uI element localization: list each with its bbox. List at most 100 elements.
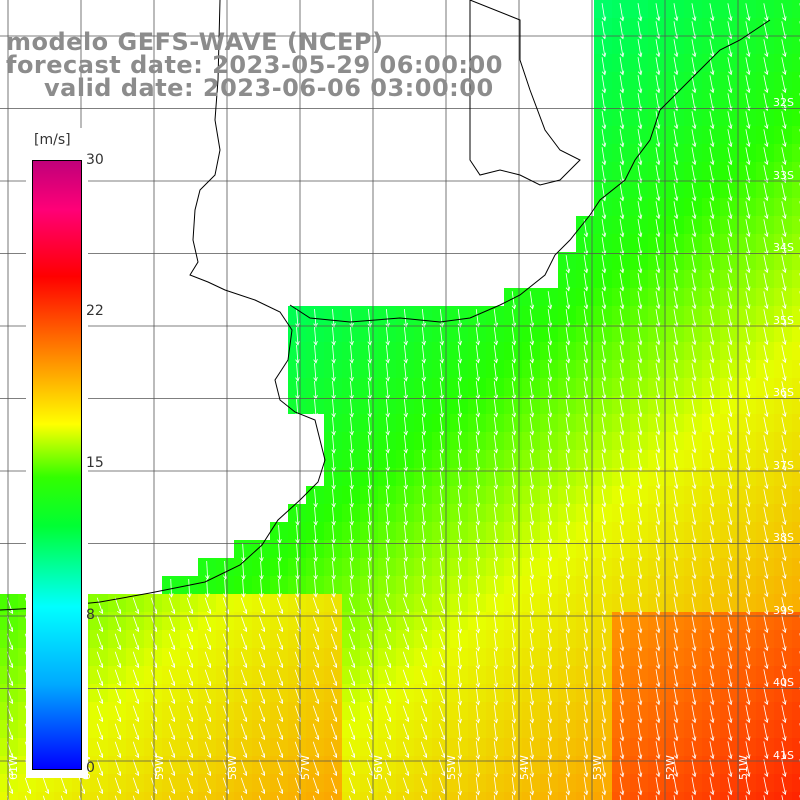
wind-arrow-head xyxy=(728,340,733,346)
wind-arrow-head xyxy=(746,358,751,364)
wind-arrow xyxy=(96,633,103,650)
wind-speed-cell xyxy=(594,792,612,800)
wind-arrow xyxy=(114,633,121,650)
wind-arrow-head xyxy=(710,754,715,760)
wind-arrow xyxy=(673,579,678,597)
wind-arrow xyxy=(421,381,425,399)
wind-arrow-head xyxy=(710,466,715,472)
wind-arrow-head xyxy=(710,16,715,22)
wind-arrow-head xyxy=(601,160,607,166)
wind-arrow-head xyxy=(529,484,535,490)
wind-arrow-head xyxy=(332,663,338,669)
wind-arrow xyxy=(402,687,409,704)
wind-arrow xyxy=(709,687,714,705)
wind-arrow xyxy=(529,363,534,381)
wind-arrow xyxy=(709,93,714,111)
wind-arrow xyxy=(655,291,660,309)
wind-arrow-head xyxy=(691,700,697,706)
wind-arrow-head xyxy=(349,502,354,508)
wind-arrow-head xyxy=(331,340,336,346)
wind-arrow xyxy=(511,687,515,705)
wind-arrow-head xyxy=(475,502,481,508)
wind-arrow-head xyxy=(691,268,697,274)
wind-arrow xyxy=(583,543,588,561)
wind-arrow-head xyxy=(764,682,769,688)
wind-arrow xyxy=(511,615,515,633)
wind-arrow-head xyxy=(349,448,354,454)
coastline xyxy=(0,0,771,611)
wind-arrow xyxy=(637,615,642,633)
wind-arrow-head xyxy=(98,753,104,759)
wind-arrow xyxy=(709,327,714,345)
wind-arrow xyxy=(529,705,534,723)
wind-arrow xyxy=(727,615,732,633)
wind-arrow-head xyxy=(493,322,499,328)
wind-arrow xyxy=(727,273,732,291)
wind-arrow-head xyxy=(619,412,625,418)
wind-arrow xyxy=(781,345,786,363)
wind-arrow xyxy=(745,525,750,543)
wind-arrow-head xyxy=(583,430,589,436)
wind-arrow-head xyxy=(332,753,338,759)
wind-arrow-head xyxy=(728,142,733,148)
wind-arrow xyxy=(637,273,642,291)
wind-arrow xyxy=(403,489,407,507)
wind-arrow-head xyxy=(728,502,733,508)
wind-arrow xyxy=(619,291,624,309)
wind-arrow xyxy=(493,453,497,471)
wind-arrow xyxy=(601,507,606,525)
wind-arrow xyxy=(691,345,696,363)
wind-arrow-head xyxy=(314,681,320,687)
wind-arrow xyxy=(204,759,211,776)
wind-arrow xyxy=(763,687,768,705)
wind-arrow-head xyxy=(637,502,643,508)
wind-arrow xyxy=(655,651,660,669)
wind-arrow xyxy=(222,777,229,794)
wind-arrow xyxy=(583,597,588,615)
wind-arrow-head xyxy=(295,359,300,364)
wind-arrow-head xyxy=(386,681,392,687)
wind-arrow-head xyxy=(98,771,104,777)
wind-arrow-head xyxy=(601,628,607,634)
wind-arrow xyxy=(421,345,425,363)
wind-arrow xyxy=(601,363,606,381)
wind-arrow xyxy=(673,705,678,723)
wind-arrow xyxy=(439,345,443,363)
wind-arrow-head xyxy=(782,484,787,490)
wind-arrow xyxy=(583,273,588,291)
wind-arrow-head xyxy=(673,214,679,220)
wind-arrow xyxy=(673,291,678,309)
wind-arrow xyxy=(150,795,154,800)
wind-arrow xyxy=(565,273,570,291)
wind-arrow-head xyxy=(637,412,643,418)
wind-arrow xyxy=(565,615,570,633)
wind-arrow-head xyxy=(691,718,697,724)
wind-arrow xyxy=(565,741,570,759)
wind-arrow xyxy=(350,579,353,597)
wind-arrow-head xyxy=(422,753,428,759)
wind-arrow xyxy=(350,399,353,417)
wind-arrow xyxy=(493,327,497,345)
wind-arrow xyxy=(781,165,786,183)
wind-arrow xyxy=(745,201,750,219)
wind-arrow xyxy=(763,255,768,273)
wind-arrow xyxy=(781,39,786,57)
wind-arrow xyxy=(204,687,211,704)
wind-arrow xyxy=(314,309,317,327)
wind-arrow xyxy=(727,561,732,579)
wind-arrow xyxy=(781,417,786,435)
wind-arrow-head xyxy=(547,682,553,688)
wind-arrow xyxy=(655,543,660,561)
wind-arrow xyxy=(439,363,443,381)
wind-arrow xyxy=(421,561,425,579)
wind-arrow xyxy=(511,381,515,399)
wind-arrow-head xyxy=(457,718,462,724)
wind-arrow xyxy=(565,543,570,561)
wind-arrow-head xyxy=(367,376,372,382)
wind-arrow-head xyxy=(404,699,410,705)
wind-arrow xyxy=(529,633,534,651)
wind-arrow-head xyxy=(691,682,697,688)
wind-arrow-head xyxy=(475,430,481,436)
